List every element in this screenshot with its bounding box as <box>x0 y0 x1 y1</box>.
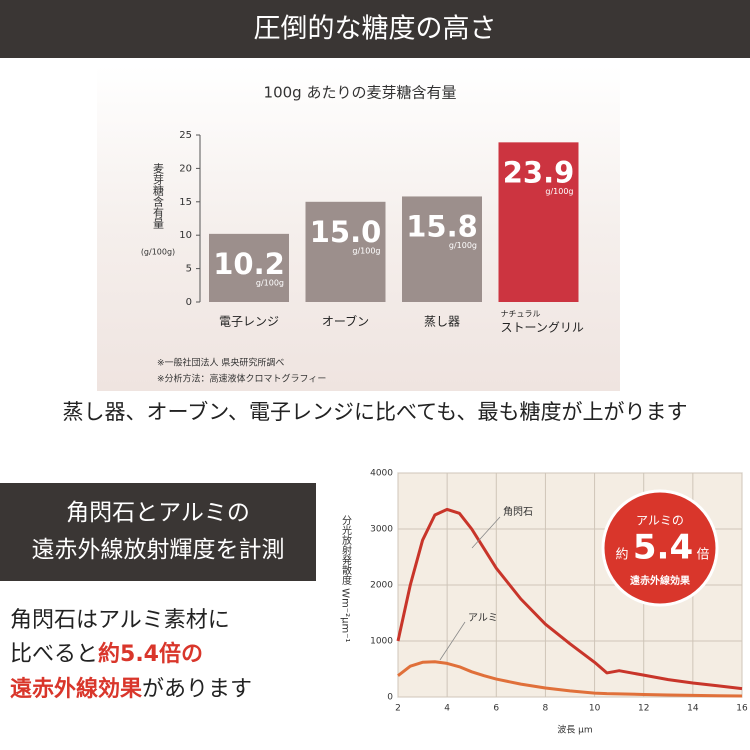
series-line <box>396 507 743 691</box>
series-label: 角閃石 <box>503 506 533 518</box>
measure-line: 角閃石とアルミの <box>66 500 250 526</box>
y-tick-label: 0 <box>186 297 192 308</box>
header-bar <box>0 0 750 58</box>
value-unit: g/100g <box>545 187 573 196</box>
footnote: ※一般社団法人 県央研究所調べ <box>157 357 284 369</box>
y-axis-unit: (g/100g) <box>141 248 175 257</box>
y-tick-label: 2000 <box>370 581 393 591</box>
y-tick-label: 3000 <box>370 525 393 535</box>
value-label: 10.2 <box>213 247 285 281</box>
value-unit: g/100g <box>449 241 477 250</box>
value-unit: g/100g <box>256 278 284 287</box>
x-tick-label: 4 <box>444 704 450 714</box>
value-unit: g/100g <box>352 246 380 255</box>
badge-text: 約 <box>615 548 628 563</box>
bar <box>402 196 482 302</box>
y-axis-label: 分光放射発散度 Wm⁻²μm⁻¹ <box>340 515 352 643</box>
caption: 蒸し器、オーブン、電子レンジに比べても、最も糖度が上がります <box>63 400 688 424</box>
summary-text: 比べると <box>10 642 98 667</box>
summary-highlight: 遠赤外線効果 <box>10 676 142 702</box>
summary-line: 角閃石はアルミ素材に <box>10 608 230 633</box>
badge-text: 遠赤外線効果 <box>630 574 691 587</box>
value-label: 15.8 <box>406 209 478 243</box>
y-tick-label: 5 <box>186 264 192 275</box>
value-label: 23.9 <box>503 155 575 189</box>
chart-title: 100g あたりの麦芽糖含有量 <box>264 84 457 102</box>
badge-text: 倍 <box>696 548 709 563</box>
bar <box>498 142 579 302</box>
y-tick-label: 15 <box>179 197 192 208</box>
summary-text: があります <box>142 677 252 702</box>
measure-line: 遠赤外線放射輝度を計測 <box>32 537 285 563</box>
x-tick-label: オーブン <box>322 314 369 329</box>
y-tick-label: 0 <box>387 693 393 703</box>
x-axis-label: 波長 μm <box>557 724 592 736</box>
x-tick-label: 8 <box>543 704 549 714</box>
footnote: ※分析方法：高速液体クロマトグラフィー <box>157 373 326 385</box>
x-tick-label: 16 <box>736 704 748 714</box>
y-tick-label: 1000 <box>370 637 393 647</box>
y-tick-label: 20 <box>179 163 192 174</box>
x-tick-label: 2 <box>395 704 401 714</box>
x-tick-label: 12 <box>638 704 649 714</box>
badge-value: 5.4 <box>633 528 693 568</box>
badge-text: アルミの <box>636 514 684 528</box>
series-label: アルミ <box>468 613 498 624</box>
series-line <box>397 660 743 698</box>
badge <box>601 489 719 607</box>
category-note: ナチュラル <box>501 310 541 319</box>
header-title: 圧倒的な糖度の高さ <box>254 14 497 45</box>
y-tick-label: 25 <box>179 130 192 141</box>
y-tick-label: 4000 <box>370 469 393 479</box>
bar <box>305 201 386 302</box>
x-tick-label: 蒸し器 <box>424 315 460 329</box>
x-tick-label: 6 <box>493 704 499 714</box>
y-axis-label: 麦芽糖含有量 <box>152 163 165 229</box>
measure-box <box>0 483 316 581</box>
summary-highlight: 約5.4倍の <box>98 641 203 667</box>
summary-line: 遠赤外線効果があります <box>10 676 252 702</box>
summary-line: 比べると約5.4倍の <box>10 641 203 667</box>
y-tick-label: 10 <box>179 230 192 241</box>
leader-line <box>471 516 501 549</box>
x-tick-label: 電子レンジ <box>219 315 279 329</box>
value-label: 15.0 <box>310 215 382 249</box>
x-tick-label: 10 <box>589 704 601 714</box>
bar <box>209 233 289 302</box>
x-tick-label: 14 <box>687 704 699 714</box>
leader-line <box>439 621 466 661</box>
x-tick-label: ストーングリル <box>501 321 584 335</box>
